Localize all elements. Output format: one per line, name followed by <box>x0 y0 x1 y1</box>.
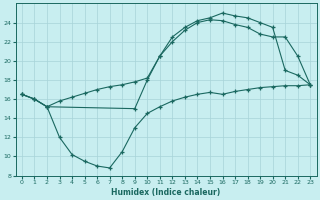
X-axis label: Humidex (Indice chaleur): Humidex (Indice chaleur) <box>111 188 221 197</box>
